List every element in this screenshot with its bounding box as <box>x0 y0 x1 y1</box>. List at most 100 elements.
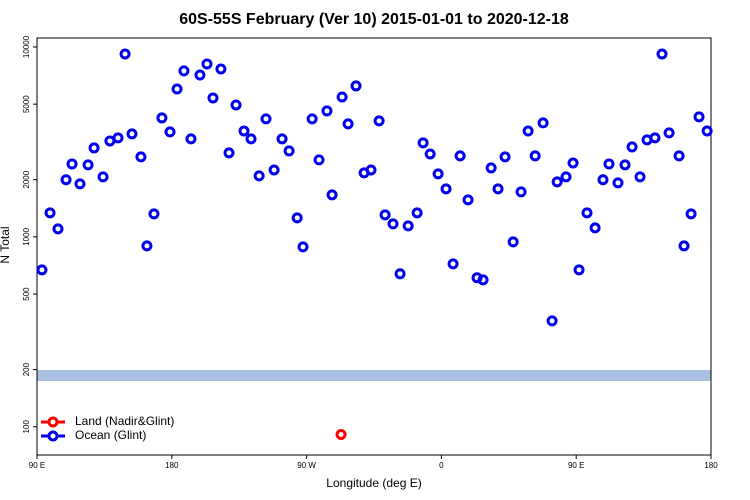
point <box>477 274 489 286</box>
x-tick-label: 0 <box>439 461 444 470</box>
point <box>135 151 147 163</box>
point <box>164 126 176 138</box>
point <box>432 168 444 180</box>
point <box>291 212 303 224</box>
point <box>283 145 295 157</box>
point <box>693 111 705 123</box>
y-axis-label: N Total <box>0 226 12 263</box>
y-tick-label: 200 <box>22 362 31 376</box>
y-tick-label: 100 <box>22 420 31 434</box>
point <box>663 127 675 139</box>
point <box>678 240 690 252</box>
point <box>178 65 190 77</box>
point <box>60 174 72 186</box>
point <box>119 48 131 60</box>
x-tick-label: 90 E <box>568 461 584 470</box>
point <box>36 264 48 276</box>
point <box>276 133 288 145</box>
point <box>603 158 615 170</box>
point <box>88 142 100 154</box>
point <box>567 157 579 169</box>
point <box>66 158 78 170</box>
point <box>336 91 348 103</box>
point <box>245 133 257 145</box>
point <box>411 207 423 219</box>
point <box>112 132 124 144</box>
point <box>313 154 325 166</box>
x-tick-label: 180 <box>165 461 179 470</box>
point <box>44 207 56 219</box>
point <box>589 222 601 234</box>
point <box>619 159 631 171</box>
point <box>656 48 668 60</box>
point <box>379 209 391 221</box>
band <box>37 370 711 381</box>
y-tick-label: 5000 <box>22 95 31 113</box>
point <box>326 189 338 201</box>
point <box>74 178 86 190</box>
plot-frame <box>36 37 712 456</box>
point <box>201 58 213 70</box>
point <box>485 162 497 174</box>
point <box>306 113 318 125</box>
chart-title: 60S-55S February (Ver 10) 2015-01-01 to … <box>179 11 569 28</box>
x-tick-label: 90 E <box>29 461 45 470</box>
point <box>185 133 197 145</box>
point <box>546 315 558 327</box>
point <box>148 208 160 220</box>
point <box>268 164 280 176</box>
point <box>537 117 549 129</box>
point <box>560 171 572 183</box>
point <box>612 177 624 189</box>
point <box>215 63 227 75</box>
point <box>335 429 347 441</box>
point <box>297 241 309 253</box>
point <box>82 159 94 171</box>
x-tick-label: 90 W <box>297 461 316 470</box>
point <box>253 170 265 182</box>
point <box>581 207 593 219</box>
point <box>529 150 541 162</box>
point <box>492 183 504 195</box>
point <box>365 164 377 176</box>
point <box>634 171 646 183</box>
point <box>597 174 609 186</box>
y-tick-label: 500 <box>22 287 31 301</box>
point <box>573 264 585 276</box>
point <box>626 141 638 153</box>
point <box>52 223 64 235</box>
legend-label: Ocean (Glint) <box>75 428 146 442</box>
legend-marker <box>47 416 59 428</box>
point <box>260 113 272 125</box>
point <box>97 171 109 183</box>
point <box>701 125 713 137</box>
point <box>171 83 183 95</box>
point <box>551 176 563 188</box>
point <box>141 240 153 252</box>
x-tick-label: 180 <box>704 461 718 470</box>
point <box>321 105 333 117</box>
point <box>230 99 242 111</box>
point <box>685 208 697 220</box>
point <box>515 186 527 198</box>
legend-label: Land (Nadir&Glint) <box>75 414 174 428</box>
point <box>424 148 436 160</box>
point <box>394 268 406 280</box>
point <box>387 218 399 230</box>
point <box>649 132 661 144</box>
y-tick-label: 10000 <box>22 35 31 58</box>
point <box>462 194 474 206</box>
y-tick-label: 1000 <box>22 227 31 245</box>
point <box>207 92 219 104</box>
point <box>342 118 354 130</box>
point <box>522 125 534 137</box>
point <box>126 128 138 140</box>
point <box>156 112 168 124</box>
point <box>194 69 206 81</box>
point <box>673 150 685 162</box>
point <box>238 125 250 137</box>
point <box>350 80 362 92</box>
point <box>507 236 519 248</box>
